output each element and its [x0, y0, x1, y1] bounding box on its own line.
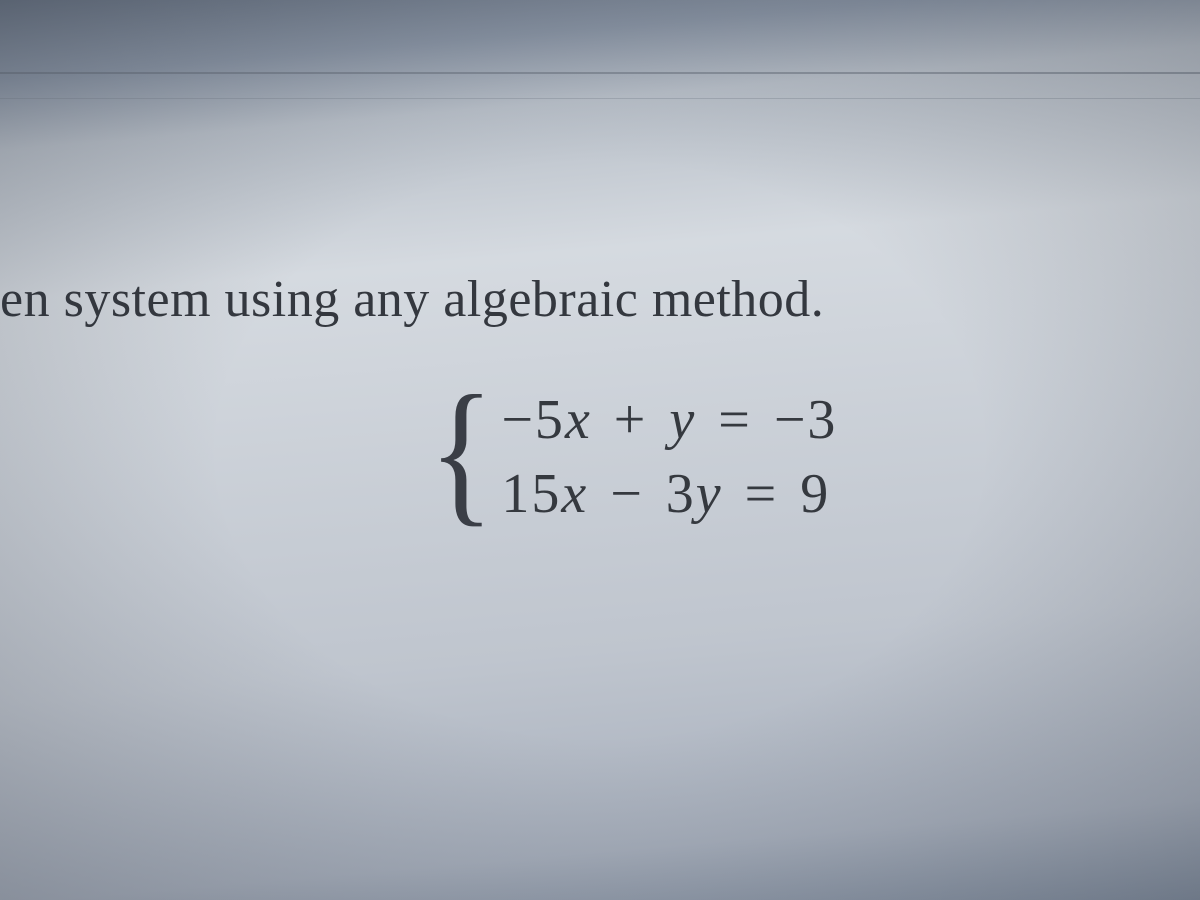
equations-list: −5x + y = −3 15x − 3y = 9 — [501, 388, 837, 526]
problem-content: en system using any algebraic method. { … — [0, 270, 1200, 537]
problem-prompt: en system using any algebraic method. — [0, 270, 1180, 329]
eq2-op1: − — [604, 463, 650, 525]
eq1-coef1: −5 — [501, 389, 565, 451]
left-brace: { — [428, 371, 493, 531]
eq1-var2: y — [669, 389, 696, 451]
eq2-coef2: 3 — [666, 463, 696, 525]
eq1-rhs: −3 — [774, 389, 838, 451]
eq1-op1: + — [608, 389, 654, 451]
eq2-equals: = — [739, 463, 785, 525]
eq2-coef1: 15 — [501, 463, 561, 525]
eq1-equals: = — [712, 389, 758, 451]
equation-system: { −5x + y = −3 15x − 3y = 9 — [80, 377, 1180, 537]
horizontal-divider-secondary — [0, 98, 1200, 99]
equation-2: 15x − 3y = 9 — [501, 462, 837, 526]
eq1-var1: x — [565, 389, 592, 451]
eq2-rhs: 9 — [800, 463, 830, 525]
eq2-var1: x — [561, 463, 588, 525]
horizontal-divider — [0, 72, 1200, 74]
eq2-var2: y — [696, 463, 723, 525]
equation-1: −5x + y = −3 — [501, 388, 837, 452]
